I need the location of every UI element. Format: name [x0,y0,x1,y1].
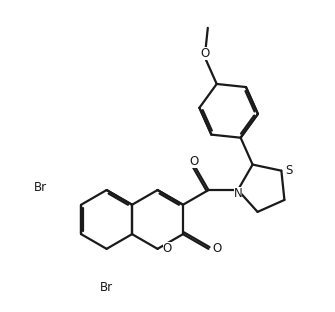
Text: O: O [189,155,198,168]
Text: Br: Br [34,181,47,193]
Text: O: O [212,242,221,255]
Text: O: O [200,47,209,60]
Text: S: S [285,164,292,177]
Text: N: N [233,187,242,200]
Text: O: O [163,242,172,255]
Text: Br: Br [100,281,113,294]
